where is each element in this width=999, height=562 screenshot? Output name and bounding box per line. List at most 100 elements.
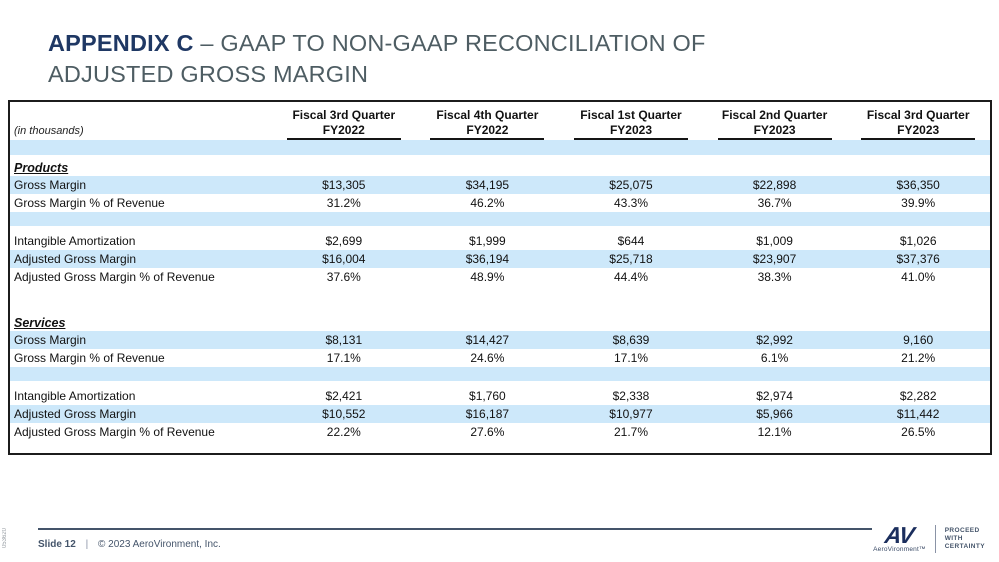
- footer-text: Slide 12 | © 2023 AeroVironment, Inc.: [38, 539, 221, 550]
- section-title-cell: Products: [10, 160, 272, 176]
- column-header-line2: FY2022: [466, 122, 509, 137]
- table-row: Gross Margin $8,131 $14,427 $8,639 $2,992 9,1…: [10, 331, 990, 349]
- cell-value: $2,992: [756, 333, 793, 347]
- column-header-line2: FY2023: [609, 122, 652, 137]
- cell-value: $2,974: [756, 389, 793, 403]
- footer-separator: |: [85, 539, 89, 550]
- cell-value: 31.2%: [326, 196, 361, 210]
- cell-value: $37,376: [896, 252, 940, 266]
- cell-value: $14,427: [465, 333, 510, 347]
- column-header-line1: Fiscal 2nd Quarter: [721, 108, 828, 122]
- table-row: Adjusted Gross Margin % of Revenue 22.2% 2…: [10, 423, 990, 441]
- av-logo-icon: AV: [883, 521, 916, 548]
- tagline-line: WITH: [944, 535, 963, 542]
- shaded-spacer-row: [10, 367, 990, 381]
- column-header-line1: Fiscal 1st Quarter: [580, 108, 682, 122]
- table-row: Adjusted Gross Margin $16,004 $36,194 $25,7…: [10, 250, 990, 268]
- cell-value: $2,699: [325, 234, 363, 248]
- table-row: Adjusted Gross Margin $10,552 $16,187 $10,9…: [10, 405, 990, 423]
- cell-value: $1,026: [899, 234, 937, 248]
- cell-value: $36,350: [896, 178, 940, 192]
- column-header-line1: Fiscal 4th Quarter: [436, 108, 539, 122]
- shaded-spacer-row: [10, 212, 990, 226]
- column-header-line1: Fiscal 3rd Quarter: [292, 108, 396, 122]
- cell-value: $25,075: [609, 178, 653, 192]
- cell-value: 21.7%: [613, 425, 648, 439]
- title-rest-line1: – GAAP TO NON-GAAP RECONCILIATION OF: [193, 30, 706, 56]
- cell-value: $11,442: [896, 407, 940, 421]
- cell-value: $23,907: [752, 252, 797, 266]
- cell-value: $5,966: [756, 407, 793, 421]
- column-header-line1: Fiscal 3rd Quarter: [866, 108, 970, 122]
- row-label: Gross Margin: [14, 178, 87, 192]
- cell-value: $10,552: [322, 407, 366, 421]
- logo-divider: [934, 525, 936, 553]
- section-title-row: Services: [10, 315, 990, 331]
- cell-value: 38.3%: [757, 270, 792, 284]
- row-label: Adjusted Gross Margin: [14, 407, 137, 421]
- section-gap: [10, 286, 990, 315]
- cell-value: $2,338: [612, 389, 650, 403]
- tagline-line: PROCEED: [944, 527, 980, 534]
- company-tagline: PROCEED WITH CERTAINTY: [945, 527, 985, 551]
- cell-value: 39.9%: [901, 196, 936, 210]
- section-title: Services: [14, 316, 66, 330]
- column-header: Fiscal 2nd Quarter FY2023: [703, 108, 847, 140]
- cell-value: 21.2%: [901, 351, 936, 365]
- column-header-text: Fiscal 4th Quarter FY2022: [430, 108, 545, 140]
- cell-value: $13,305: [322, 178, 366, 192]
- table-row: Intangible Amortization $2,421 $1,760 $2,33…: [10, 387, 990, 405]
- cell-value: $1,760: [469, 389, 506, 403]
- logo-wordmark: AeroVironment™: [873, 545, 926, 553]
- cell-value: 41.0%: [901, 270, 936, 284]
- section-title-cell: Services: [10, 315, 272, 331]
- slide-number: Slide 12: [38, 539, 76, 550]
- cell-value: 27.6%: [470, 425, 505, 439]
- column-header: Fiscal 3rd Quarter FY2023: [846, 108, 990, 140]
- cell-value: $16,004: [322, 252, 366, 266]
- units-note: (in thousands): [14, 125, 84, 137]
- cell-value: $34,195: [465, 178, 510, 192]
- table-row: Adjusted Gross Margin % of Revenue 37.6% 4…: [10, 268, 990, 286]
- cell-value: 6.1%: [760, 351, 789, 365]
- column-header: Fiscal 4th Quarter FY2022: [416, 108, 560, 140]
- column-header-text: Fiscal 3rd Quarter FY2022: [286, 108, 401, 140]
- cell-value: $8,639: [612, 333, 650, 347]
- section-title: Products: [14, 161, 69, 175]
- table-body: Products Gross Margin $13,305 $34,195 $25,07…: [10, 160, 990, 453]
- row-label: Intangible Amortization: [14, 234, 136, 248]
- cell-value: 9,160: [903, 333, 934, 347]
- cell-value: 17.1%: [326, 351, 361, 365]
- footer-divider-line: [38, 528, 872, 530]
- cell-value: $8,131: [325, 333, 363, 347]
- column-header-text: Fiscal 1st Quarter FY2023: [573, 108, 688, 140]
- row-label: Adjusted Gross Margin: [14, 252, 137, 266]
- table-row: Gross Margin $13,305 $34,195 $25,075 $22,898…: [10, 176, 990, 194]
- cell-value: $10,977: [609, 407, 653, 421]
- title-line2: ADJUSTED GROSS MARGIN: [48, 61, 369, 87]
- row-label: Intangible Amortization: [14, 389, 136, 403]
- cell-value: 36.7%: [757, 196, 792, 210]
- column-header-text: Fiscal 2nd Quarter FY2023: [717, 108, 832, 140]
- cell-value: 48.9%: [470, 270, 505, 284]
- cell-value: 12.1%: [757, 425, 792, 439]
- cell-value: $2,282: [899, 389, 937, 403]
- title-appendix-label: APPENDIX C: [48, 30, 194, 56]
- cell-value: 22.2%: [326, 425, 361, 439]
- cell-value: $16,187: [465, 407, 510, 421]
- row-label: Gross Margin % of Revenue: [14, 196, 165, 210]
- company-logo-block: AV AeroVironment™ PROCEED WITH CERTAINTY: [873, 521, 985, 553]
- cell-value: 24.6%: [470, 351, 505, 365]
- table-row: Gross Margin % of Revenue 31.2% 46.2% 43.3%…: [10, 194, 990, 212]
- cell-value: $644: [617, 234, 645, 248]
- cell-value: 17.1%: [613, 351, 648, 365]
- document-number: 053620: [2, 528, 8, 549]
- row-label: Gross Margin % of Revenue: [14, 351, 165, 365]
- page-title: APPENDIX C – GAAP TO NON-GAAP RECONCILIA…: [48, 28, 706, 90]
- cell-value: 44.4%: [613, 270, 648, 284]
- cell-value: $2,421: [325, 389, 363, 403]
- reconciliation-table: (in thousands) Fiscal 3rd Quarter FY2022 F…: [8, 100, 992, 455]
- cell-value: 46.2%: [470, 196, 505, 210]
- column-header-line2: FY2023: [753, 122, 796, 137]
